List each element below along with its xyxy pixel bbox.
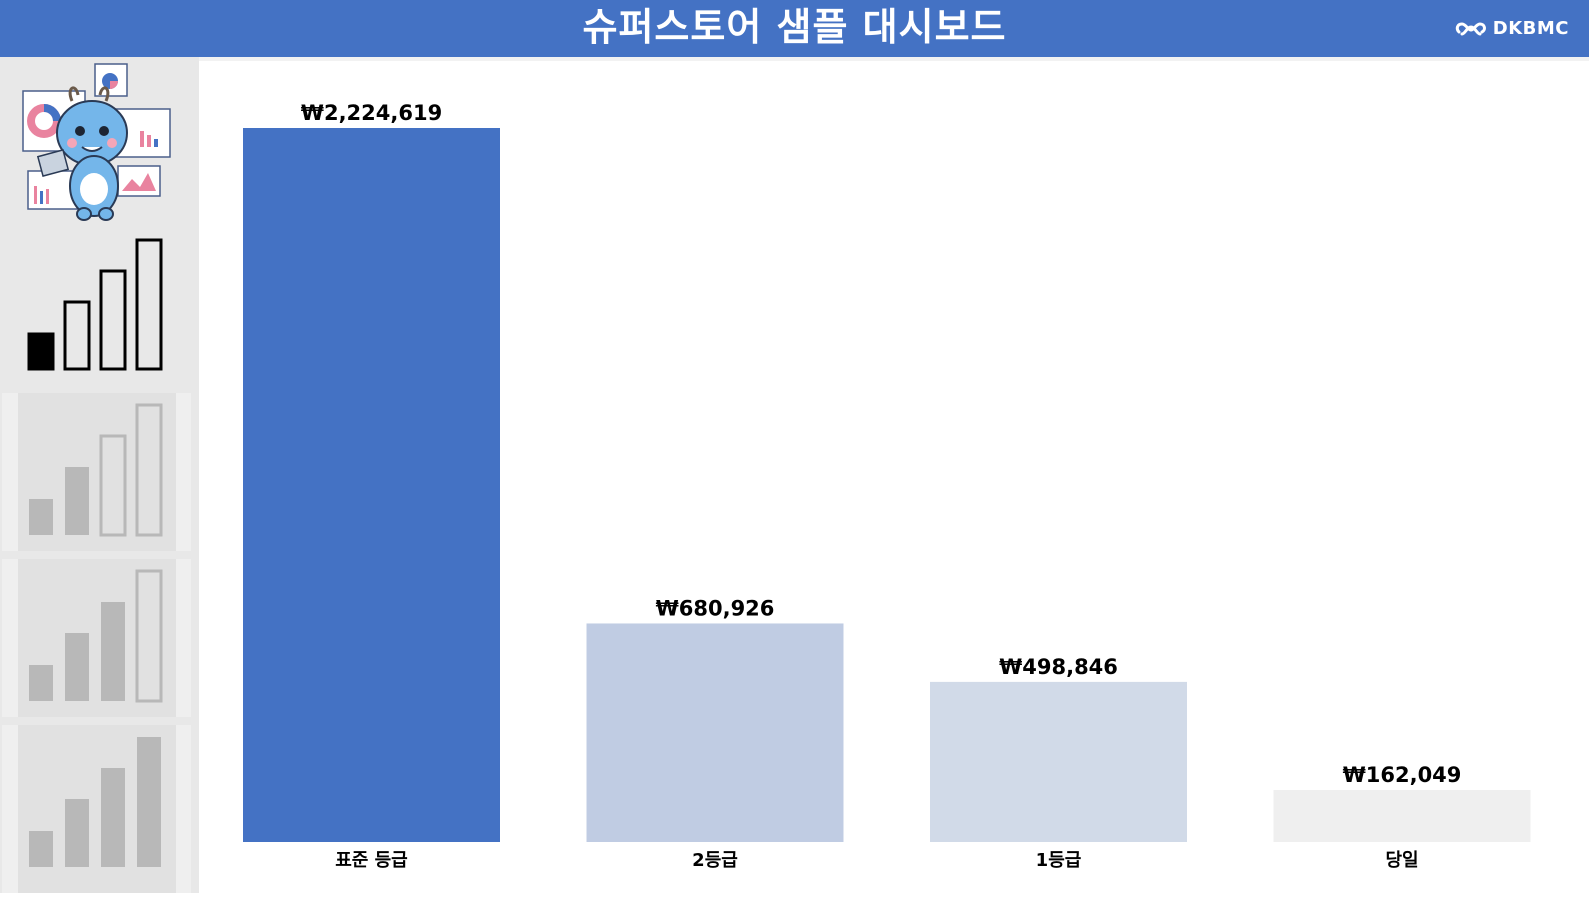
header-divider bbox=[199, 57, 1589, 61]
chart-panel: ₩2,224,619 표준 등급 ₩680,926 2등급 ₩498,846 1등급 ₩16… bbox=[199, 61, 1569, 893]
bar-2[interactable] bbox=[586, 623, 844, 842]
signal-bars-1-icon bbox=[27, 238, 163, 371]
bar-1[interactable] bbox=[243, 128, 500, 842]
bar-value-label: ₩162,049 bbox=[1343, 763, 1462, 787]
signal-bars-4-icon bbox=[18, 725, 176, 893]
brand-name: DKBMC bbox=[1492, 17, 1569, 39]
bar-4[interactable] bbox=[1273, 789, 1531, 842]
bar-value-label: ₩2,224,619 bbox=[301, 101, 442, 125]
nav-button-signal-bars-2[interactable] bbox=[2, 393, 191, 551]
sidebar bbox=[0, 57, 199, 893]
signal-bars-3-icon bbox=[18, 559, 176, 717]
bar-chart: ₩2,224,619 표준 등급 ₩680,926 2등급 ₩498,846 1등급 ₩16… bbox=[243, 101, 1531, 871]
bar-value-label: ₩680,926 bbox=[656, 596, 775, 620]
nav-button-signal-bars-4[interactable] bbox=[2, 725, 191, 893]
dragon-mascot-dashboard-icon bbox=[22, 63, 171, 221]
category-label: 표준 등급 bbox=[335, 850, 408, 871]
header-bar bbox=[0, 0, 1589, 57]
category-label: 2등급 bbox=[692, 850, 738, 871]
page-title: 슈퍼스토어 샘플 대시보드 bbox=[582, 5, 1007, 49]
nav-button-signal-bars-3[interactable] bbox=[2, 559, 191, 717]
nav-button-signal-bars-1[interactable] bbox=[18, 232, 168, 377]
bar-3[interactable] bbox=[930, 681, 1187, 842]
category-label: 당일 bbox=[1385, 850, 1418, 871]
signal-bars-2-icon bbox=[18, 393, 176, 551]
brand-logo: DKBMC bbox=[1455, 14, 1569, 42]
dkbmc-logo-icon bbox=[1455, 22, 1486, 36]
category-label: 1등급 bbox=[1036, 850, 1082, 871]
bar-value-label: ₩498,846 bbox=[999, 655, 1118, 679]
